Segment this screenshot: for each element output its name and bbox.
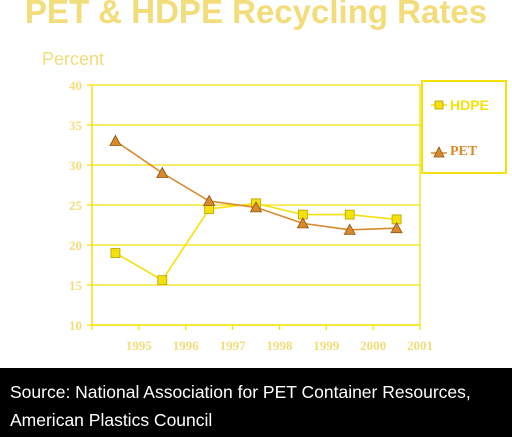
point-hdpe-2000: [345, 210, 354, 219]
y-tick-label-30: 30: [69, 158, 82, 173]
y-tick-label-15: 15: [69, 278, 83, 293]
legend-label-pet: PET: [450, 144, 477, 160]
x-tick-labels: 1995 1996 1997 1998 1999 2000 2001: [126, 338, 433, 353]
legend-item-pet: PET: [431, 144, 477, 160]
x-tick-label-1998: 1998: [266, 338, 293, 353]
x-tick-label-1999: 1999: [313, 338, 340, 353]
source-line-2: American Plastics Council: [10, 406, 512, 434]
point-pet-1997: [204, 196, 215, 206]
y-tick-label-40: 40: [69, 78, 82, 93]
y-tick-label-10: 10: [69, 318, 82, 333]
source-caption: Source: National Association for PET Con…: [0, 368, 512, 437]
x-tick-label-2000: 2000: [360, 338, 386, 353]
y-tick-labels: 10 15 20 25 30 35 40: [69, 78, 83, 333]
x-tick-label-1995: 1995: [126, 338, 153, 353]
point-pet-1995: [110, 136, 121, 146]
x-tick-label-1997: 1997: [220, 338, 247, 353]
triangle-marker-icon: [431, 146, 447, 158]
square-marker-icon: [431, 99, 447, 111]
y-tick-label-25: 25: [69, 198, 83, 213]
source-line-1: Source: National Association for PET Con…: [10, 378, 512, 406]
legend: HDPE PET: [421, 80, 507, 174]
line-chart: 10 15 20 25 30 35 40 1995 1996 1997 1998 1999 2000 2…: [0, 0, 512, 368]
series: [110, 136, 402, 285]
point-hdpe-1995: [111, 249, 120, 258]
x-tick-label-1996: 1996: [173, 338, 200, 353]
point-pet-1996: [157, 168, 168, 178]
point-hdpe-1996: [158, 276, 167, 285]
legend-label-hdpe: HDPE: [450, 97, 489, 113]
legend-item-hdpe: HDPE: [431, 97, 489, 113]
x-tick-label-2001: 2001: [407, 338, 433, 353]
y-tick-label-20: 20: [69, 238, 82, 253]
y-tick-label-35: 35: [69, 118, 83, 133]
